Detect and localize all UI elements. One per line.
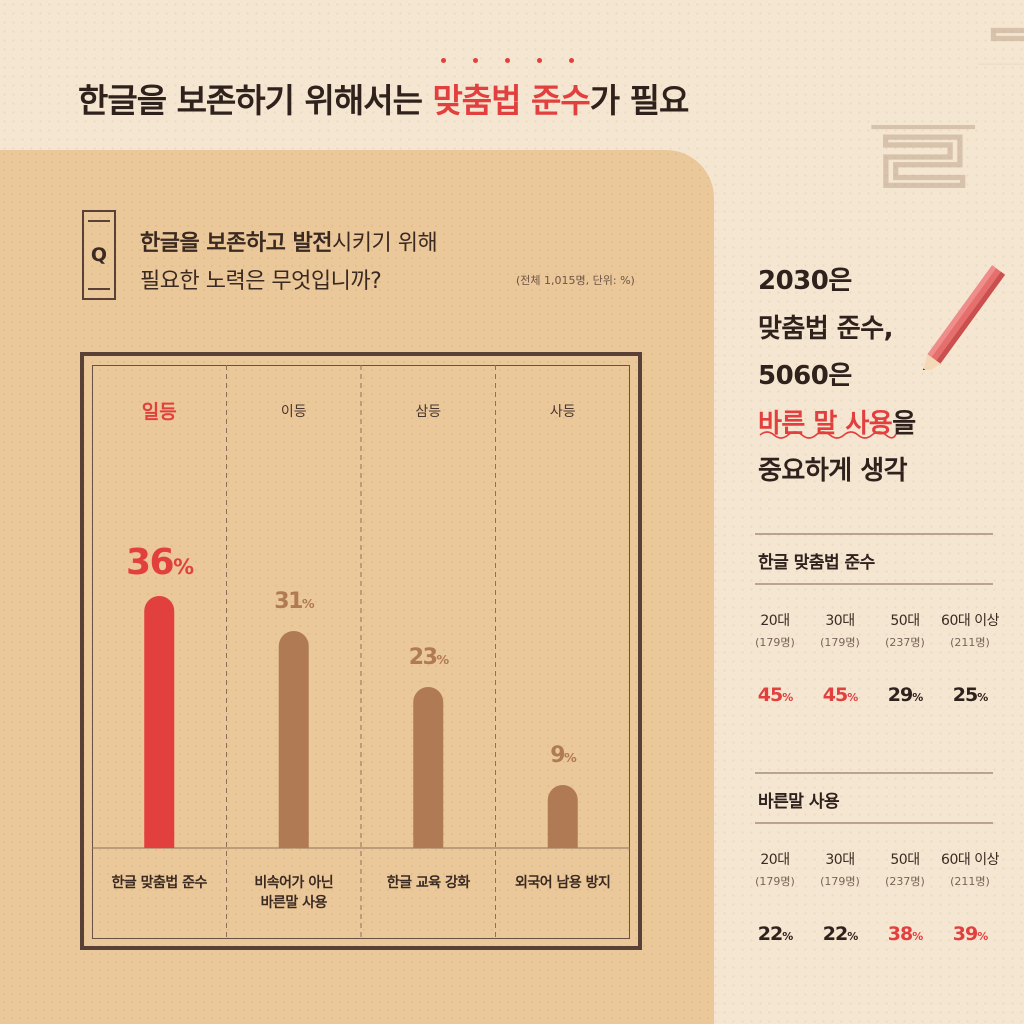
value-label: 9% — [550, 743, 577, 768]
section-rule — [755, 583, 993, 585]
age-count: (237명) — [885, 875, 925, 888]
bar — [278, 631, 309, 849]
age-group: 20대 (179명) — [743, 849, 807, 889]
bar — [413, 687, 444, 849]
age-group: 50대 (237명) — [873, 610, 937, 650]
age-value: 45% — [757, 684, 793, 706]
survey-panel — [0, 150, 714, 1024]
age-value: 29% — [887, 684, 923, 706]
age-count: (211명) — [950, 875, 990, 888]
right-title-highlight: 바른 말 사용 — [758, 408, 893, 439]
rank-label: 삼등 — [415, 404, 442, 420]
section-title: 한글 맞춤법 준수 — [758, 553, 875, 573]
age-name: 30대 — [825, 613, 855, 629]
bar-base — [144, 833, 175, 848]
value-label: 23% — [408, 645, 449, 670]
age-group: 60대 이상 (211명) — [938, 849, 1002, 889]
category-label: 한글 교육 강화 — [386, 875, 471, 891]
age-name: 20대 — [760, 852, 790, 868]
question-letter: Q — [90, 244, 108, 266]
decorative-glyph-bottom: 글 — [868, 65, 979, 207]
bar-chart — [92, 365, 630, 939]
age-name: 50대 — [890, 852, 920, 868]
age-count: (179명) — [755, 875, 795, 888]
section-rule — [755, 822, 993, 824]
section-title: 바른말 사용 — [758, 792, 840, 812]
rank-label: 이등 — [280, 404, 307, 420]
section-rule — [755, 772, 993, 774]
bar — [547, 785, 578, 849]
right-title-suffix: 을 — [892, 408, 916, 439]
age-name: 20대 — [760, 613, 790, 629]
question-line1-rest: 시키기 위해 — [331, 231, 438, 256]
age-value: 45% — [822, 684, 858, 706]
question-line2: 필요한 노력은 무엇입니까? — [140, 269, 382, 294]
question-badge: Q — [82, 210, 116, 300]
age-name: 30대 — [825, 852, 855, 868]
age-group: 50대 (237명) — [873, 849, 937, 889]
age-group: 60대 이상 (211명) — [938, 610, 1002, 650]
age-group: 20대 (179명) — [743, 610, 807, 650]
title-part2: 가 필요 — [589, 81, 690, 120]
title-highlight: 맞춤법 준수 — [432, 81, 590, 120]
pencil-icon — [921, 265, 1006, 370]
unit-note: (전체 1,015명, 단위: %) — [516, 274, 635, 287]
age-group: 30대 (179명) — [808, 610, 872, 650]
decorative-glyph-top: 글 — [975, 0, 1024, 64]
category-label: 비속어가 아닌 바른말 사용 — [254, 875, 334, 911]
page-title: 한글을 보존하기 위해서는 맞춤법 준수가 필요 — [78, 74, 690, 122]
value-label: 31% — [274, 589, 314, 614]
age-value: 22% — [757, 923, 793, 945]
age-value: 39% — [952, 923, 988, 945]
right-title: 2030은 맞춤법 준수, 5060은 바른 말 사용을 중요하게 생각 — [758, 258, 916, 496]
rank-label: 사등 — [549, 404, 576, 420]
question-line1-bold: 한글을 보존하고 발전 — [140, 231, 332, 256]
age-value: 25% — [952, 684, 988, 706]
title-part1: 한글을 보존하기 위해서는 — [78, 81, 433, 120]
bar-base — [547, 833, 578, 848]
age-value: 22% — [822, 923, 858, 945]
bar-base — [413, 833, 444, 848]
value-label: 36% — [125, 542, 194, 583]
age-count: (179명) — [755, 636, 795, 649]
age-count: (211명) — [950, 636, 990, 649]
wavy-underline — [759, 431, 897, 439]
rank-label: 일등 — [141, 401, 177, 423]
age-name: 60대 이상 — [941, 613, 999, 629]
right-title-line5: 중요하게 생각 — [758, 456, 908, 486]
age-count: (179명) — [820, 875, 860, 888]
category-label: 한글 맞춤법 준수 — [111, 875, 208, 891]
bar-base — [278, 833, 309, 848]
right-title-line1: 2030은 — [758, 266, 852, 296]
right-title-line2: 맞춤법 준수, — [758, 313, 894, 344]
right-title-line3: 5060은 — [758, 361, 852, 391]
age-count: (179명) — [820, 636, 860, 649]
age-name: 50대 — [890, 613, 920, 629]
bar — [144, 596, 175, 849]
chart-frame-outer — [80, 352, 642, 950]
question-text: 한글을 보존하고 발전시키기 위해 필요한 노력은 무엇입니까? — [140, 225, 438, 301]
category-label: 외국어 남용 방지 — [515, 875, 611, 891]
age-count: (237명) — [885, 636, 925, 649]
section-rule — [755, 533, 993, 535]
emphasis-dots — [441, 58, 576, 66]
age-value: 38% — [887, 923, 923, 945]
age-group: 30대 (179명) — [808, 849, 872, 889]
age-name: 60대 이상 — [941, 852, 999, 868]
